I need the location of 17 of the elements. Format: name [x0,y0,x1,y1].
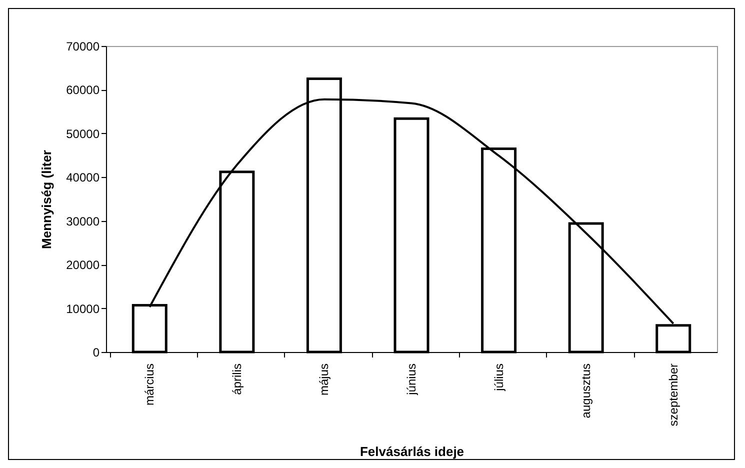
x-tick-label: július [492,364,506,392]
y-tick-label: 30000 [66,214,100,228]
y-tick-label: 0 [92,346,100,360]
x-tick-label: március [142,364,157,406]
y-tick-label: 50000 [66,126,100,141]
y-tick-label: 10000 [66,302,100,316]
y-axis-title: Mennyiség (liter [39,150,54,249]
x-tick-label: május [317,364,332,396]
y-tick-label: 70000 [66,40,100,54]
x-tick-label: augusztus [579,364,594,418]
x-tick-label: április [230,364,244,395]
y-tick-label: 40000 [66,170,100,185]
x-tick-label: szeptember [666,364,680,426]
y-tick-label: 60000 [66,83,100,98]
y-tick-label: 20000 [66,258,100,272]
x-axis-title: Felvásárlás ideje [360,444,464,460]
x-tick-label: június [404,364,418,396]
